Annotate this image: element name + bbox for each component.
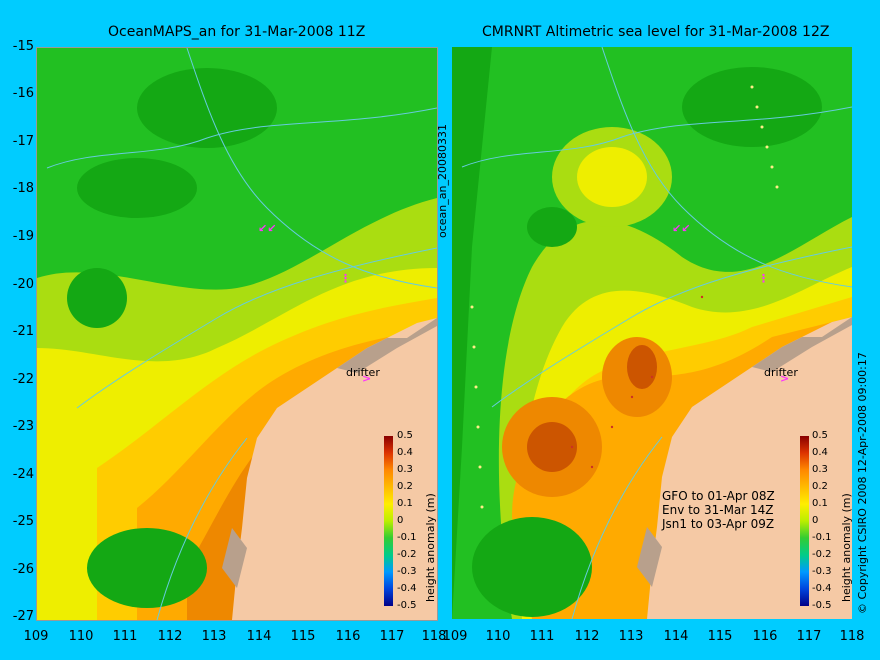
left-map-plot bbox=[37, 48, 437, 620]
cb-tick: 0.4 bbox=[397, 447, 413, 458]
y-tick: -23 bbox=[12, 419, 34, 434]
right-drifter-label: drifter bbox=[764, 366, 798, 379]
right-colorbar bbox=[800, 436, 809, 606]
x-tick: 111 bbox=[529, 629, 555, 644]
cb-tick: -0.3 bbox=[812, 566, 832, 577]
legend-gfo: GFO to 01-Apr 08Z bbox=[662, 489, 775, 503]
cb-tick: -0.1 bbox=[397, 532, 417, 543]
x-tick: 116 bbox=[752, 629, 778, 644]
left-colorbar-label: height anomaly (m) bbox=[424, 493, 437, 602]
cb-tick: 0.3 bbox=[812, 464, 828, 475]
x-tick: 114 bbox=[663, 629, 689, 644]
y-tick: -27 bbox=[12, 609, 34, 624]
left-drifter-track: ↙↙ bbox=[258, 222, 277, 235]
y-tick: -20 bbox=[12, 277, 34, 292]
x-tick: 109 bbox=[23, 629, 49, 644]
cb-tick: 0.1 bbox=[812, 498, 828, 509]
cb-tick: -0.4 bbox=[397, 583, 417, 594]
y-tick: -25 bbox=[12, 514, 34, 529]
x-tick: 111 bbox=[112, 629, 138, 644]
x-tick: 117 bbox=[379, 629, 405, 644]
cb-tick: 0.3 bbox=[397, 464, 413, 475]
left-map-title: OceanMAPS_an for 31-Mar-2008 11Z bbox=[108, 24, 366, 40]
x-tick: 110 bbox=[485, 629, 511, 644]
cb-tick: 0 bbox=[812, 515, 819, 526]
right-drifter-track: ↙↙ bbox=[672, 222, 691, 235]
right-colorbar-label: height anomaly (m) bbox=[840, 493, 853, 602]
cb-tick: 0.5 bbox=[397, 430, 413, 441]
left-drifter-label: drifter bbox=[346, 366, 380, 379]
cb-tick: 0.2 bbox=[812, 481, 828, 492]
y-tick: -18 bbox=[12, 181, 34, 196]
left-drifter-arrow-icon: > bbox=[362, 372, 372, 385]
x-tick: 112 bbox=[157, 629, 183, 644]
x-tick: 118 bbox=[421, 629, 447, 644]
copyright-text: © Copyright CSIRO 2008 12-Apr-2008 09:00… bbox=[856, 352, 869, 614]
left-drifter-track-2: ⋮ bbox=[340, 272, 351, 285]
legend-env: Env to 31-Mar 14Z bbox=[662, 503, 774, 517]
x-tick: 115 bbox=[290, 629, 316, 644]
cb-tick: 0 bbox=[397, 515, 404, 526]
y-tick: -22 bbox=[12, 372, 34, 387]
cb-tick: -0.4 bbox=[812, 583, 832, 594]
x-tick: 117 bbox=[796, 629, 822, 644]
cb-tick: -0.5 bbox=[397, 600, 417, 611]
cb-tick: -0.1 bbox=[812, 532, 832, 543]
cb-tick: -0.2 bbox=[397, 549, 417, 560]
cb-tick: 0.5 bbox=[812, 430, 828, 441]
cb-tick: 0.4 bbox=[812, 447, 828, 458]
right-map-title: CMRNRT Altimetric sea level for 31-Mar-2… bbox=[482, 24, 830, 40]
x-tick: 115 bbox=[707, 629, 733, 644]
run-id-label: ocean_an_20080331 bbox=[436, 124, 449, 238]
right-drifter-track-2: ⋮ bbox=[758, 272, 769, 285]
left-map-panel bbox=[36, 47, 438, 621]
right-map-panel bbox=[452, 47, 852, 619]
x-tick: 118 bbox=[839, 629, 865, 644]
x-tick: 114 bbox=[246, 629, 272, 644]
y-tick: -16 bbox=[12, 86, 34, 101]
cb-tick: 0.1 bbox=[397, 498, 413, 509]
right-drifter-arrow-icon: > bbox=[780, 372, 790, 385]
x-tick: 109 bbox=[442, 629, 468, 644]
x-tick: 113 bbox=[618, 629, 644, 644]
right-map-plot bbox=[452, 47, 852, 619]
y-tick: -17 bbox=[12, 134, 34, 149]
y-tick: -21 bbox=[12, 324, 34, 339]
y-tick: -24 bbox=[12, 467, 34, 482]
x-tick: 110 bbox=[68, 629, 94, 644]
x-tick: 113 bbox=[201, 629, 227, 644]
cb-tick: 0.2 bbox=[397, 481, 413, 492]
cb-tick: -0.3 bbox=[397, 566, 417, 577]
y-tick: -15 bbox=[12, 39, 34, 54]
x-tick: 116 bbox=[335, 629, 361, 644]
cb-tick: -0.2 bbox=[812, 549, 832, 560]
legend-jsn1: Jsn1 to 03-Apr 09Z bbox=[662, 517, 775, 531]
x-tick: 112 bbox=[574, 629, 600, 644]
cb-tick: -0.5 bbox=[812, 600, 832, 611]
y-tick: -26 bbox=[12, 562, 34, 577]
y-tick: -19 bbox=[12, 229, 34, 244]
left-colorbar bbox=[384, 436, 393, 606]
